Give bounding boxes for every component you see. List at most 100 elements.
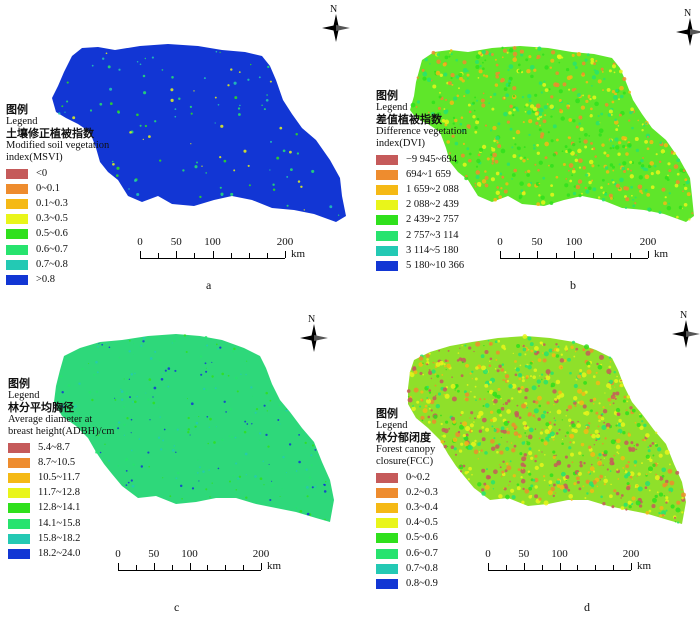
legend-swatch bbox=[8, 548, 30, 559]
scale-tick bbox=[171, 565, 173, 570]
scale-tick bbox=[523, 563, 525, 570]
legend-name-en-line1: Difference vegetation bbox=[376, 126, 468, 137]
scale-tick bbox=[505, 565, 507, 570]
legend-name-en-line2: index(DVI) bbox=[376, 138, 425, 149]
legend-label: 0.5~0.6 bbox=[36, 228, 68, 240]
map-panel-b: N 图例 Legend 差值植被指数 Difference vegetation… bbox=[350, 0, 700, 312]
legend-swatch bbox=[376, 169, 398, 180]
scale-tick bbox=[488, 563, 489, 570]
legend-label: 0.7~0.8 bbox=[406, 562, 438, 574]
legend-label: 11.7~12.8 bbox=[38, 487, 81, 499]
legend-swatch bbox=[376, 518, 398, 529]
north-arrow: N bbox=[672, 8, 700, 55]
scale-tick bbox=[500, 251, 501, 258]
map-area bbox=[410, 46, 694, 222]
scale-tick bbox=[518, 253, 520, 258]
legend-item: 0.3~0.5 bbox=[6, 212, 109, 227]
legend-swatch bbox=[376, 548, 398, 559]
legend-title-en: Legend bbox=[6, 116, 38, 127]
map-panel-a: N 图例 Legend 土壤修正植被指数 Modified soil veget… bbox=[0, 0, 350, 312]
legend-items: 5.4~8.7 8.7~10.5 10.5~11.7 11.7~12.8 12.8~14… bbox=[8, 440, 114, 562]
legend-title-zh: 图例 bbox=[6, 104, 28, 116]
scale-tick bbox=[648, 251, 649, 258]
north-label: N bbox=[308, 314, 316, 325]
legend-name-zh: 林分平均胸径 bbox=[8, 402, 74, 414]
scale-tick bbox=[176, 251, 178, 258]
panel-label: a bbox=[206, 278, 212, 292]
scale-tick bbox=[261, 563, 262, 570]
scale-bar: 0 50 100 200 km bbox=[497, 236, 700, 276]
legend-name-en-line1: Forest canopy bbox=[376, 444, 436, 455]
legend-label: 10.5~11.7 bbox=[38, 471, 81, 483]
legend: 图例 Legend 差值植被指数 Difference vegetation i… bbox=[376, 90, 467, 274]
legend-title-en: Legend bbox=[376, 420, 408, 431]
scale-tick bbox=[243, 565, 245, 570]
legend-item: 2 088~2 439 bbox=[376, 198, 467, 213]
legend-item: 0.7~0.8 bbox=[376, 561, 438, 576]
scale-tick bbox=[574, 251, 575, 258]
legend-item: 0.1~0.3 bbox=[6, 196, 109, 211]
scale-label: 0 bbox=[485, 548, 491, 560]
compass-icon bbox=[672, 320, 700, 348]
scale-tick bbox=[248, 253, 250, 258]
scale-bar: 0 50 100 200 km bbox=[115, 548, 328, 588]
legend-items: −9 945~694 694~1 659 1 659~2 088 2 088~2 43… bbox=[376, 152, 467, 274]
legend-label: 1 659~2 088 bbox=[406, 183, 459, 195]
map-area bbox=[54, 334, 334, 522]
legend-swatch bbox=[6, 168, 28, 179]
legend-item: 14.1~15.8 bbox=[8, 516, 114, 531]
legend-label: 0.3~0.5 bbox=[36, 213, 68, 225]
legend-swatch bbox=[376, 578, 398, 589]
scale-label: 100 bbox=[565, 236, 583, 248]
legend-name-en-line2: closure(FCC) bbox=[376, 456, 434, 467]
scale-label: 50 bbox=[148, 548, 160, 560]
legend-label: 0.4~0.5 bbox=[406, 517, 438, 529]
scale-tick bbox=[158, 253, 160, 258]
scale-bar: 0 50 100 200 km bbox=[137, 236, 355, 276]
scale-tick bbox=[225, 565, 227, 570]
legend-item: 12.8~14.1 bbox=[8, 501, 114, 516]
scale-line bbox=[140, 258, 285, 259]
legend-item: 0.7~0.8 bbox=[6, 257, 109, 272]
compass-icon bbox=[300, 324, 328, 352]
legend-item: 0.5~0.6 bbox=[6, 227, 109, 242]
legend-item: 0~0.2 bbox=[376, 470, 438, 485]
legend-label: 2 088~2 439 bbox=[406, 199, 459, 211]
legend-label: 0.3~0.4 bbox=[406, 501, 438, 513]
scale-unit: km bbox=[267, 560, 282, 572]
legend-item: −9 945~694 bbox=[376, 152, 467, 167]
scale-label: 50 bbox=[518, 548, 530, 560]
panel-label: d bbox=[584, 600, 590, 614]
legend-label: 0.7~0.8 bbox=[36, 258, 68, 270]
scale-label: 100 bbox=[204, 236, 221, 248]
map-patches bbox=[60, 334, 327, 521]
legend-item: >0.8 bbox=[6, 272, 109, 287]
legend-items: 0~0.2 0.2~0.3 0.3~0.4 0.4~0.5 0.5~0.6 0.6~0.7… bbox=[376, 470, 438, 592]
legend-item: 694~1 659 bbox=[376, 167, 467, 182]
scale-tick bbox=[135, 565, 137, 570]
legend-name-en-line2: index(MSVI) bbox=[6, 152, 63, 163]
scale-tick bbox=[207, 565, 209, 570]
scale-label: 50 bbox=[531, 236, 543, 248]
map-area bbox=[406, 334, 686, 524]
legend-swatch bbox=[376, 472, 398, 483]
scale-label: 200 bbox=[622, 548, 640, 560]
scale-tick bbox=[285, 251, 286, 258]
scale-tick bbox=[140, 251, 141, 258]
scale-tick bbox=[537, 251, 538, 258]
legend-label: 0.6~0.7 bbox=[406, 547, 438, 559]
scale-label: 200 bbox=[276, 236, 294, 248]
legend-swatch bbox=[376, 245, 398, 256]
legend-swatch bbox=[6, 198, 28, 209]
scale-unit: km bbox=[654, 248, 669, 260]
scale-bar: 0 50 100 200 km bbox=[485, 548, 698, 588]
legend-swatch bbox=[376, 184, 398, 195]
scale-tick bbox=[595, 565, 597, 570]
legend-label: 0.1~0.3 bbox=[36, 197, 68, 209]
legend-swatch bbox=[376, 200, 398, 211]
legend-swatch bbox=[376, 563, 398, 574]
legend-title-en: Legend bbox=[8, 390, 40, 401]
panel-label: c bbox=[174, 600, 180, 614]
legend-item: 11.7~12.8 bbox=[8, 486, 114, 501]
north-arrow: N bbox=[318, 4, 354, 51]
